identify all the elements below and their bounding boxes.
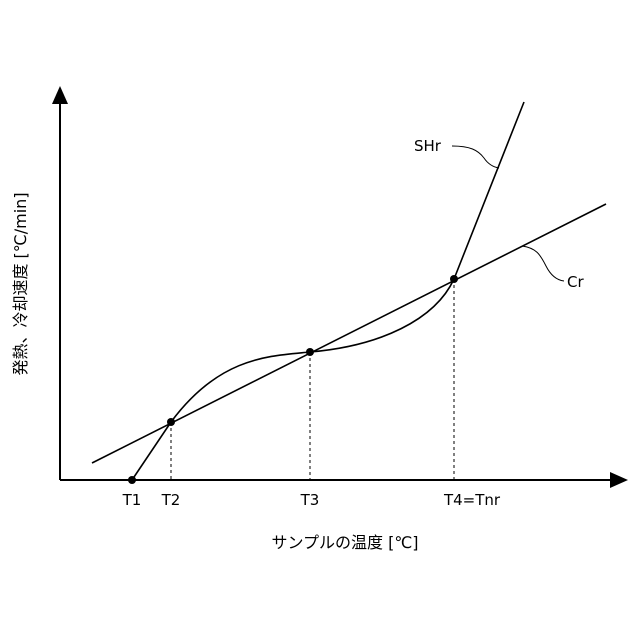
t3-label: T3: [300, 491, 320, 509]
heating-label-leader: [452, 146, 499, 168]
x-axis-arrow: [610, 472, 628, 488]
x-axis-title: サンプルの温度 [℃]: [271, 533, 418, 552]
t1-label: T1: [122, 491, 142, 509]
t4-point: [450, 275, 458, 283]
cooling-label-leader: [522, 246, 564, 281]
t2-point: [167, 418, 175, 426]
y-axis-arrow: [52, 86, 68, 104]
cooling-curve-label: Cr: [567, 273, 584, 291]
t1-point: [128, 476, 136, 484]
y-axis-title: 発熱、冷却速度 [℃/min]: [11, 192, 30, 375]
heating-curve: [132, 102, 524, 480]
t4-label: T4=Tnr: [443, 491, 501, 509]
t3-point: [306, 348, 314, 356]
heating-curve-label: SHr: [414, 137, 442, 155]
t2-label: T2: [161, 491, 181, 509]
